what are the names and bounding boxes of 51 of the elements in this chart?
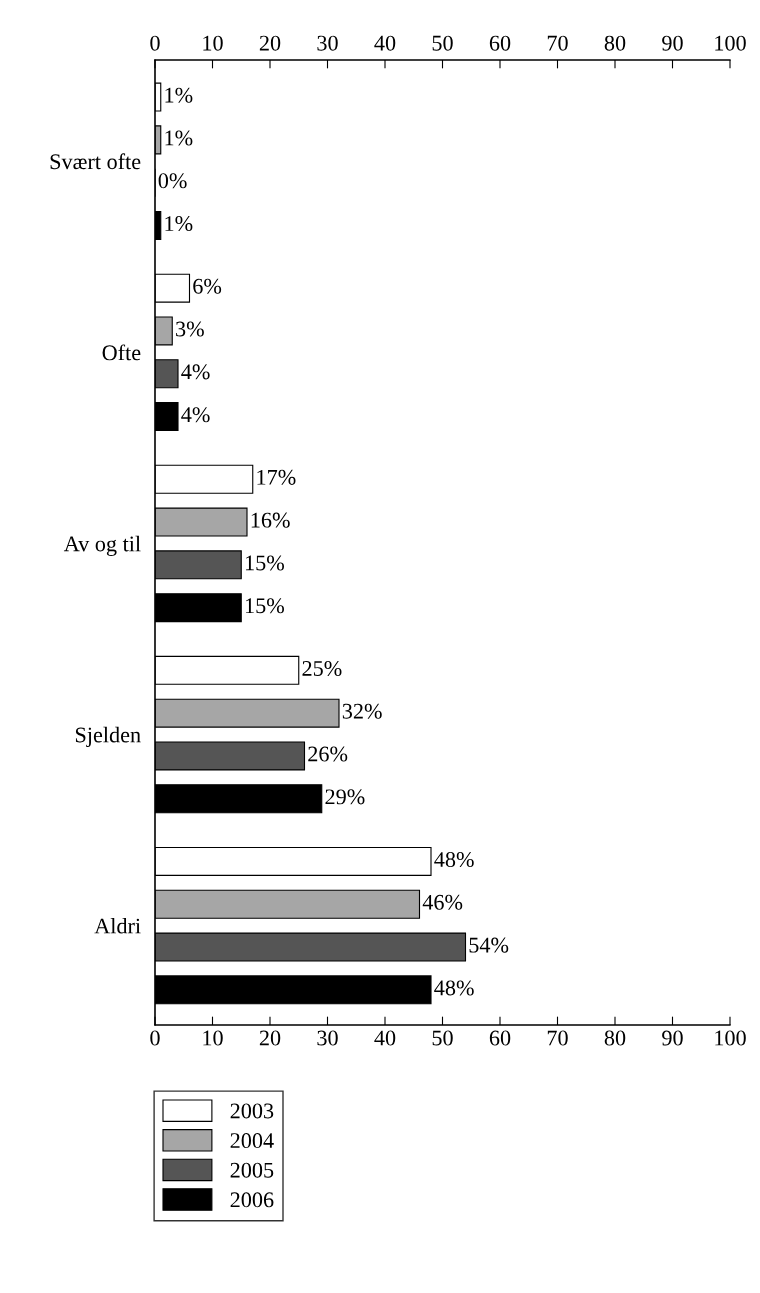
x2-tick-label: 80	[604, 35, 626, 51]
data-label: 17%	[257, 469, 296, 485]
x2-tick-label: 70	[547, 35, 568, 51]
x2-tick-label: 40	[374, 35, 396, 51]
x-tick-label: 0	[150, 1030, 160, 1046]
data-label: 26%	[308, 746, 348, 762]
data-label: 54%	[469, 937, 509, 953]
data-label: 1%	[165, 130, 193, 146]
x-tick-label: 40	[374, 1030, 396, 1046]
x2-tick-label: 100	[715, 35, 746, 51]
x2-tick-label: 60	[489, 35, 511, 51]
x-tick-label: 70	[547, 1030, 568, 1046]
data-label: 46%	[422, 894, 463, 910]
data-label: 29%	[325, 789, 365, 805]
x2-tick-label: 90	[662, 35, 683, 51]
y-tick-label: Svært ofte	[50, 153, 141, 170]
y-tick-label: Ofte	[102, 344, 141, 361]
x-tick-label: 90	[662, 1030, 683, 1046]
data-label: 4%	[181, 364, 210, 380]
data-label: 15%	[245, 555, 284, 571]
x-tick-label: 100	[715, 1030, 746, 1046]
x2-tick-label: 0	[150, 35, 160, 51]
data-label: 25%	[302, 660, 342, 676]
data-label: 3%	[176, 321, 204, 337]
x2-tick-label: 10	[203, 35, 223, 51]
x-tick-label: 10	[203, 1030, 223, 1046]
x2-tick-label: 50	[432, 35, 453, 51]
x-tick-label: 20	[259, 1030, 281, 1046]
legend-label: 2006	[230, 1192, 274, 1208]
legend-label: 2005	[230, 1162, 274, 1178]
data-label: 15%	[245, 598, 284, 614]
data-label: 0%	[158, 173, 187, 189]
x-tick-label: 30	[317, 1030, 338, 1046]
data-label: 1%	[165, 87, 193, 103]
y-tick-label: Sjelden	[75, 726, 141, 747]
x-tick-label: 60	[489, 1030, 511, 1046]
x-tick-label: 50	[432, 1030, 453, 1046]
data-label: 4%	[181, 407, 210, 423]
data-label: 48%	[434, 980, 474, 996]
x2-tick-label: 30	[317, 35, 338, 51]
data-label: 1%	[165, 216, 193, 232]
data-label: 32%	[342, 703, 382, 719]
data-label: 6%	[193, 278, 222, 294]
data-label: 16%	[251, 512, 290, 528]
y-tick-label: Av og til	[63, 535, 141, 556]
y-tick-label: Aldri	[94, 917, 141, 934]
legend-label: 2004	[230, 1133, 274, 1149]
x2-tick-label: 20	[259, 35, 281, 51]
legend-label: 2003	[230, 1103, 274, 1119]
x-tick-label: 80	[604, 1030, 626, 1046]
data-label: 48%	[434, 851, 474, 868]
